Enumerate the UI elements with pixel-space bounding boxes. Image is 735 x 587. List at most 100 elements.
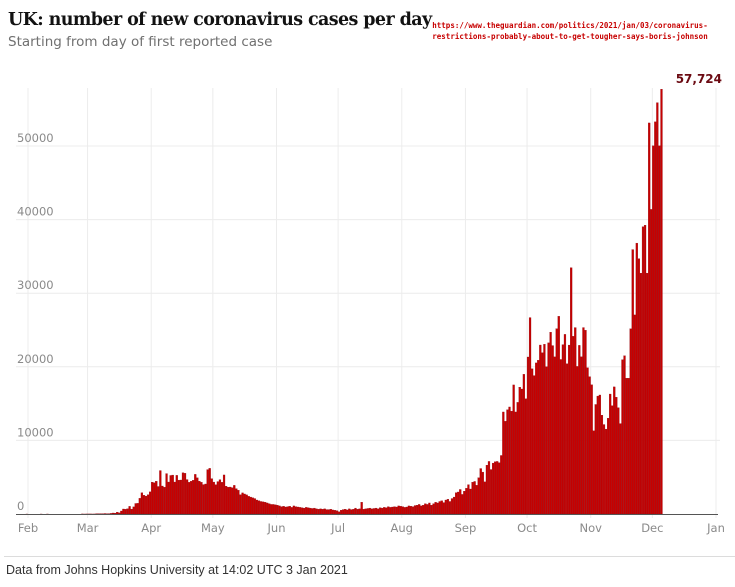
bar bbox=[557, 316, 560, 515]
bar bbox=[520, 388, 523, 515]
bar bbox=[535, 362, 538, 515]
bar bbox=[346, 509, 349, 515]
bar bbox=[307, 507, 310, 515]
bar bbox=[524, 398, 528, 515]
bar bbox=[188, 482, 191, 515]
x-tick-label: Dec bbox=[641, 521, 663, 535]
x-tick-label: Apr bbox=[141, 521, 161, 535]
bar bbox=[565, 363, 569, 515]
bar bbox=[619, 423, 622, 515]
bar bbox=[233, 485, 236, 515]
bar bbox=[422, 505, 425, 515]
bar bbox=[551, 345, 554, 515]
bar bbox=[132, 506, 135, 515]
bar bbox=[311, 508, 314, 515]
bar bbox=[204, 483, 207, 515]
bar bbox=[483, 481, 486, 515]
bar bbox=[399, 506, 402, 515]
bar bbox=[383, 507, 386, 515]
bar bbox=[446, 499, 449, 515]
bar bbox=[350, 509, 353, 515]
bar bbox=[621, 359, 624, 515]
bar bbox=[627, 378, 630, 515]
bar bbox=[370, 508, 374, 515]
bar bbox=[116, 512, 119, 515]
bar bbox=[440, 500, 443, 515]
y-axis-ticks: 0 10000 20000 30000 40000 50000 bbox=[17, 131, 54, 513]
bar bbox=[122, 508, 125, 515]
bar bbox=[305, 507, 308, 515]
bar bbox=[126, 508, 129, 515]
bar bbox=[637, 258, 641, 515]
bar bbox=[407, 505, 410, 515]
bar bbox=[198, 480, 201, 515]
bar bbox=[660, 89, 663, 515]
bar bbox=[559, 359, 562, 515]
bar bbox=[229, 486, 232, 515]
bar bbox=[120, 510, 123, 515]
bar bbox=[652, 145, 655, 515]
bar bbox=[526, 356, 530, 515]
y-tick-label: 40000 bbox=[17, 205, 54, 219]
bar bbox=[171, 474, 174, 515]
bar bbox=[348, 508, 351, 515]
bar bbox=[364, 508, 367, 515]
bars bbox=[25, 89, 663, 515]
bar bbox=[549, 332, 552, 515]
bar bbox=[572, 336, 575, 515]
bar bbox=[411, 506, 415, 515]
bar bbox=[420, 505, 423, 515]
bar bbox=[130, 508, 133, 515]
bar bbox=[648, 122, 651, 515]
bar bbox=[212, 481, 215, 515]
bar bbox=[153, 482, 156, 515]
bar bbox=[607, 418, 610, 515]
bar bbox=[335, 510, 339, 515]
bar bbox=[444, 499, 447, 515]
chart-subtitle: Starting from day of first reported case bbox=[8, 34, 273, 50]
bar bbox=[574, 327, 577, 515]
source-url-line-1[interactable]: https://www.theguardian.com/politics/202… bbox=[432, 21, 708, 30]
bar bbox=[255, 499, 259, 515]
bar bbox=[631, 249, 634, 515]
bar bbox=[161, 485, 164, 515]
bar bbox=[438, 501, 441, 515]
bar bbox=[317, 509, 320, 515]
bar bbox=[366, 508, 369, 515]
bar bbox=[114, 512, 117, 515]
bar bbox=[313, 507, 316, 515]
bar bbox=[643, 225, 647, 515]
bar bbox=[656, 102, 659, 515]
bar bbox=[358, 508, 361, 515]
bar bbox=[424, 503, 427, 515]
source-url-line-2[interactable]: restrictions-probably-about-to-get-tough… bbox=[432, 32, 708, 41]
bar bbox=[290, 507, 293, 515]
x-tick-label: Jul bbox=[330, 521, 345, 535]
bar bbox=[239, 494, 242, 515]
bar bbox=[292, 505, 295, 515]
bar bbox=[151, 482, 154, 515]
bar bbox=[498, 462, 501, 515]
bar bbox=[323, 508, 326, 515]
bar bbox=[251, 497, 254, 515]
bar bbox=[615, 397, 618, 515]
bar bbox=[362, 509, 365, 515]
bar bbox=[434, 502, 437, 515]
bar bbox=[360, 502, 363, 515]
bar bbox=[592, 430, 595, 515]
bar bbox=[567, 344, 571, 515]
bar bbox=[594, 404, 597, 515]
source-url[interactable]: https://www.theguardian.com/politics/202… bbox=[410, 20, 730, 42]
bar bbox=[541, 352, 544, 515]
bar bbox=[372, 508, 376, 515]
bar bbox=[231, 487, 234, 515]
bar bbox=[516, 402, 519, 515]
bar bbox=[173, 481, 176, 515]
bar bbox=[588, 376, 591, 515]
bar bbox=[584, 330, 587, 515]
bar bbox=[315, 508, 318, 515]
bar bbox=[325, 509, 328, 515]
bar bbox=[163, 487, 166, 515]
bar bbox=[481, 471, 484, 515]
gridlines bbox=[16, 88, 720, 518]
